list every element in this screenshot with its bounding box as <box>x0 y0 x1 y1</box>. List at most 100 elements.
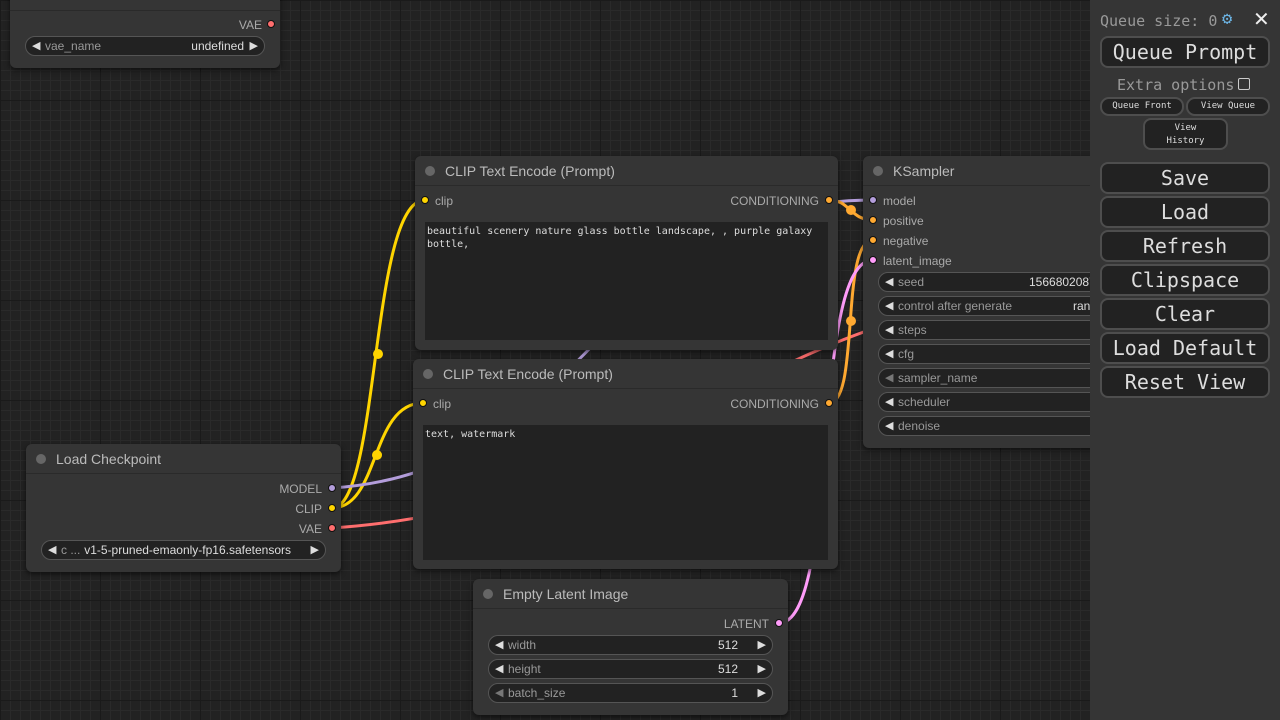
widget-value: 512 <box>717 662 738 676</box>
output-conditioning-label: CONDITIONING <box>730 397 819 411</box>
node-title: Empty Latent Image <box>503 586 629 602</box>
ckpt-name-widget[interactable]: ◀ c ... v1-5-pruned-emaonly-fp16.safeten… <box>41 540 326 560</box>
input-latent-image-label: latent_image <box>883 254 952 268</box>
input-model-dot[interactable] <box>869 196 877 204</box>
input-clip-dot[interactable] <box>419 399 427 407</box>
widget-label: vae_name <box>45 39 102 53</box>
output-model-label: MODEL <box>279 482 322 496</box>
load-default-button[interactable]: Load Default <box>1100 332 1270 364</box>
node-clip-text-encode-negative[interactable]: CLIP Text Encode (Prompt) clip CONDITION… <box>413 359 838 569</box>
arrow-left-icon[interactable]: ◀ <box>48 544 57 556</box>
output-model-dot[interactable] <box>328 484 336 492</box>
height-widget[interactable]: ◀ height 512 ▶ <box>488 659 773 679</box>
queue-prompt-button[interactable]: Queue Prompt <box>1100 36 1270 68</box>
arrow-right-icon[interactable]: ▶ <box>757 663 766 675</box>
view-queue-button[interactable]: View Queue <box>1186 97 1270 116</box>
output-conditioning-dot[interactable] <box>825 399 833 407</box>
widget-label: sampler_name <box>898 371 978 385</box>
view-history-button[interactable]: View History <box>1143 118 1228 150</box>
collapse-dot-icon[interactable] <box>36 454 46 464</box>
input-positive-dot[interactable] <box>869 216 877 224</box>
collapse-dot-icon[interactable] <box>423 369 433 379</box>
queue-size-label: Queue size: 0 <box>1100 12 1218 30</box>
extra-options-label: Extra options <box>1117 76 1235 94</box>
input-clip-dot[interactable] <box>421 196 429 204</box>
node-clip-text-encode-positive[interactable]: CLIP Text Encode (Prompt) clip CONDITION… <box>415 156 838 350</box>
arrow-left-icon[interactable]: ◀ <box>495 687 504 699</box>
arrow-left-icon[interactable]: ◀ <box>885 348 894 360</box>
arrow-left-icon[interactable]: ◀ <box>885 324 894 336</box>
clear-button[interactable]: Clear <box>1100 298 1270 330</box>
arrow-left-icon[interactable]: ◀ <box>885 300 894 312</box>
widget-label: seed <box>898 275 925 289</box>
output-conditioning-dot[interactable] <box>825 196 833 204</box>
widget-label: c ... <box>61 543 81 557</box>
collapse-dot-icon[interactable] <box>425 166 435 176</box>
widget-label: control after generate <box>898 299 1013 313</box>
input-positive-label: positive <box>883 214 924 228</box>
refresh-button[interactable]: Refresh <box>1100 230 1270 262</box>
link-midpoint <box>846 205 856 215</box>
collapse-dot-icon[interactable] <box>873 166 883 176</box>
widget-label: batch_size <box>508 686 566 700</box>
output-clip-dot[interactable] <box>328 504 336 512</box>
arrow-left-icon[interactable]: ◀ <box>885 372 894 384</box>
arrow-left-icon[interactable]: ◀ <box>885 420 894 432</box>
prompt-textarea[interactable]: beautiful scenery nature glass bottle la… <box>425 222 828 340</box>
link-midpoint <box>372 450 382 460</box>
clipspace-button[interactable]: Clipspace <box>1100 264 1270 296</box>
widget-value: undefined <box>191 39 244 53</box>
output-clip-label: CLIP <box>295 502 322 516</box>
vae-name-widget[interactable]: ◀ vae_name undefined ▶ <box>25 36 265 56</box>
node-load-checkpoint[interactable]: Load Checkpoint MODEL CLIP VAE ◀ c ... v… <box>26 444 341 572</box>
reset-view-button[interactable]: Reset View <box>1100 366 1270 398</box>
node-title: CLIP Text Encode (Prompt) <box>443 366 613 382</box>
queue-front-button[interactable]: Queue Front <box>1100 97 1184 116</box>
arrow-right-icon[interactable]: ▶ <box>757 639 766 651</box>
input-negative-dot[interactable] <box>869 236 877 244</box>
arrow-left-icon[interactable]: ◀ <box>885 276 894 288</box>
node-title: CLIP Text Encode (Prompt) <box>445 163 615 179</box>
save-button[interactable]: Save <box>1100 162 1270 194</box>
widget-label: denoise <box>898 419 941 433</box>
output-conditioning-label: CONDITIONING <box>730 194 819 208</box>
widget-label: steps <box>898 323 927 337</box>
node-title: KSampler <box>893 163 955 179</box>
arrow-left-icon[interactable]: ◀ <box>885 396 894 408</box>
arrow-right-icon[interactable]: ▶ <box>310 544 319 556</box>
input-clip-label: clip <box>435 194 454 208</box>
close-icon[interactable]: ✕ <box>1253 7 1270 31</box>
output-latent-label: LATENT <box>723 617 769 631</box>
collapse-dot-icon[interactable] <box>483 589 493 599</box>
extra-options-checkbox[interactable] <box>1238 78 1250 90</box>
output-latent-dot[interactable] <box>775 619 783 627</box>
link-midpoint <box>373 349 383 359</box>
arrow-left-icon[interactable]: ◀ <box>495 663 504 675</box>
output-vae-dot[interactable] <box>328 524 336 532</box>
prompt-textarea[interactable]: text, watermark <box>423 425 828 560</box>
width-widget[interactable]: ◀ width 512 ▶ <box>488 635 773 655</box>
input-model-label: model <box>883 194 916 208</box>
output-vae-label: VAE <box>298 522 322 536</box>
arrow-left-icon[interactable]: ◀ <box>32 40 41 52</box>
arrow-right-icon[interactable]: ▶ <box>757 687 766 699</box>
node-empty-latent-image[interactable]: Empty Latent Image LATENT ◀ width 512 ▶ ◀ he… <box>473 579 788 715</box>
node-title: Load Checkpoint <box>56 451 162 467</box>
input-clip-label: clip <box>433 397 452 411</box>
widget-label: cfg <box>898 347 915 361</box>
node-vae-loader[interactable]: VAE ◀ vae_name undefined ▶ <box>10 0 280 68</box>
output-vae-label: VAE <box>238 18 262 32</box>
widget-value: 1566802087 <box>1029 275 1096 289</box>
arrow-left-icon[interactable]: ◀ <box>495 639 504 651</box>
input-latent-image-dot[interactable] <box>869 256 877 264</box>
load-button[interactable]: Load <box>1100 196 1270 228</box>
link-midpoint <box>846 316 856 326</box>
widget-label: width <box>508 638 537 652</box>
widget-label: height <box>508 662 541 676</box>
widget-value: 512 <box>717 638 738 652</box>
batch-size-widget[interactable]: ◀ batch_size 1 ▶ <box>488 683 773 703</box>
arrow-right-icon[interactable]: ▶ <box>249 40 258 52</box>
gear-icon[interactable]: ⚙ <box>1222 9 1233 29</box>
input-negative-label: negative <box>883 234 929 248</box>
output-vae-dot[interactable] <box>267 20 275 28</box>
